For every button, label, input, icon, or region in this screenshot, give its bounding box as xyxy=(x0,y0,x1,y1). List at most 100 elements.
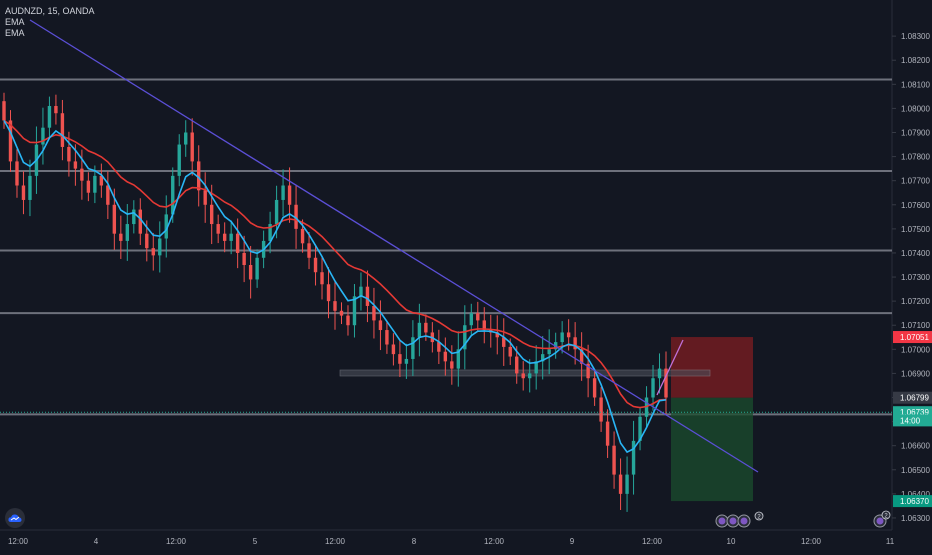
candle-body xyxy=(508,346,512,357)
candle-body xyxy=(197,161,201,191)
candle-body xyxy=(190,132,194,162)
candle-body xyxy=(339,310,344,316)
y-tick-label: 1.07200 xyxy=(901,297,930,306)
candle-body xyxy=(664,368,668,398)
candle-body xyxy=(99,175,104,186)
candle-body xyxy=(437,342,441,352)
candle-body xyxy=(54,106,58,114)
candle-body xyxy=(411,337,415,359)
y-tick-label: 1.07800 xyxy=(901,153,930,162)
candle-body xyxy=(203,190,207,205)
candle-body xyxy=(164,214,168,239)
candle-body xyxy=(638,416,642,441)
event-flag-icon xyxy=(729,517,737,525)
candle-body xyxy=(274,199,279,225)
candle-body xyxy=(443,351,448,362)
ema-legend-1[interactable]: EMA xyxy=(5,17,25,27)
candle-body xyxy=(216,224,220,234)
ema-fast-line xyxy=(3,120,667,454)
candle-body xyxy=(365,286,370,306)
candle-body xyxy=(528,373,532,379)
candle-body xyxy=(547,349,551,355)
candle-body xyxy=(560,332,564,343)
y-tick-label: 1.07300 xyxy=(901,273,930,282)
price-label-text: 1.06370 xyxy=(900,497,929,506)
candle-body xyxy=(476,313,480,321)
candle-body xyxy=(112,204,117,234)
event-flag-icon xyxy=(740,517,748,525)
candle-body xyxy=(515,356,519,374)
candle-body xyxy=(657,368,662,379)
event-count-badge xyxy=(754,511,764,521)
event-count-text: 2 xyxy=(884,514,888,520)
candle-body xyxy=(2,101,6,121)
x-tick-label: 5 xyxy=(253,537,258,546)
y-tick-label: 1.06500 xyxy=(901,466,930,475)
candle-body xyxy=(372,305,376,321)
candle-body xyxy=(41,127,45,145)
candle-body xyxy=(404,358,409,364)
candle-body xyxy=(313,257,318,273)
symbol-title[interactable]: AUDNZD, 15, OANDA xyxy=(5,6,95,16)
candle-body xyxy=(235,233,240,253)
candle-body xyxy=(60,113,65,147)
y-tick-label: 1.07400 xyxy=(901,249,930,258)
candle-body xyxy=(540,354,545,362)
x-tick-label: 12:00 xyxy=(484,537,505,546)
y-tick-label: 1.07000 xyxy=(901,345,930,354)
candle-body xyxy=(255,257,259,280)
y-tick-label: 1.07600 xyxy=(901,201,930,210)
y-tick-label: 1.06900 xyxy=(901,369,930,378)
candle-body xyxy=(151,248,155,256)
price-label-badge xyxy=(893,331,932,344)
candle-body xyxy=(378,320,383,331)
x-tick-label: 12:00 xyxy=(801,537,822,546)
candle-body xyxy=(612,445,616,475)
candle-body xyxy=(222,233,227,241)
candle-body xyxy=(209,204,214,225)
price-label-text: 1.06739 xyxy=(900,408,929,417)
x-tick-label: 12:00 xyxy=(8,537,29,546)
candle-body xyxy=(566,332,571,338)
candle-body xyxy=(456,349,461,369)
ema-legend-2[interactable]: EMA xyxy=(5,28,25,38)
candle-body xyxy=(359,286,363,297)
candle-body xyxy=(502,337,506,347)
tradingview-logo-icon[interactable] xyxy=(5,508,25,528)
candle-body xyxy=(21,185,26,200)
pullback-line xyxy=(656,339,684,396)
x-tick-label: 12:00 xyxy=(642,537,663,546)
candle-body xyxy=(495,332,499,338)
candle-body xyxy=(132,209,136,225)
event-count-text: 2 xyxy=(757,515,761,521)
candle-body xyxy=(80,168,84,181)
candle-body xyxy=(605,421,610,446)
candle-body xyxy=(346,315,350,326)
x-tick-label: 4 xyxy=(94,537,99,546)
candle-body xyxy=(184,132,188,145)
candle-body xyxy=(618,474,623,494)
event-flag-icon xyxy=(718,517,726,525)
y-tick-label: 1.08300 xyxy=(901,32,930,41)
candle-body xyxy=(482,320,486,331)
candle-body xyxy=(119,233,123,241)
candle-body xyxy=(320,272,324,285)
candle-body xyxy=(385,330,389,345)
candle-body xyxy=(592,378,597,398)
candle-body xyxy=(125,224,130,241)
candle-body xyxy=(631,440,636,475)
y-tick-label: 1.06600 xyxy=(901,442,930,451)
candle-body xyxy=(424,322,428,333)
ema-slow-line xyxy=(3,119,667,409)
candle-body xyxy=(138,209,142,234)
candle-body xyxy=(450,361,454,369)
candle-body xyxy=(333,301,337,311)
x-tick-label: 9 xyxy=(570,537,575,546)
candle-body xyxy=(73,161,78,169)
candle-body xyxy=(300,228,305,244)
price-label-text: 1.06799 xyxy=(900,394,929,403)
candle-body xyxy=(599,397,603,422)
